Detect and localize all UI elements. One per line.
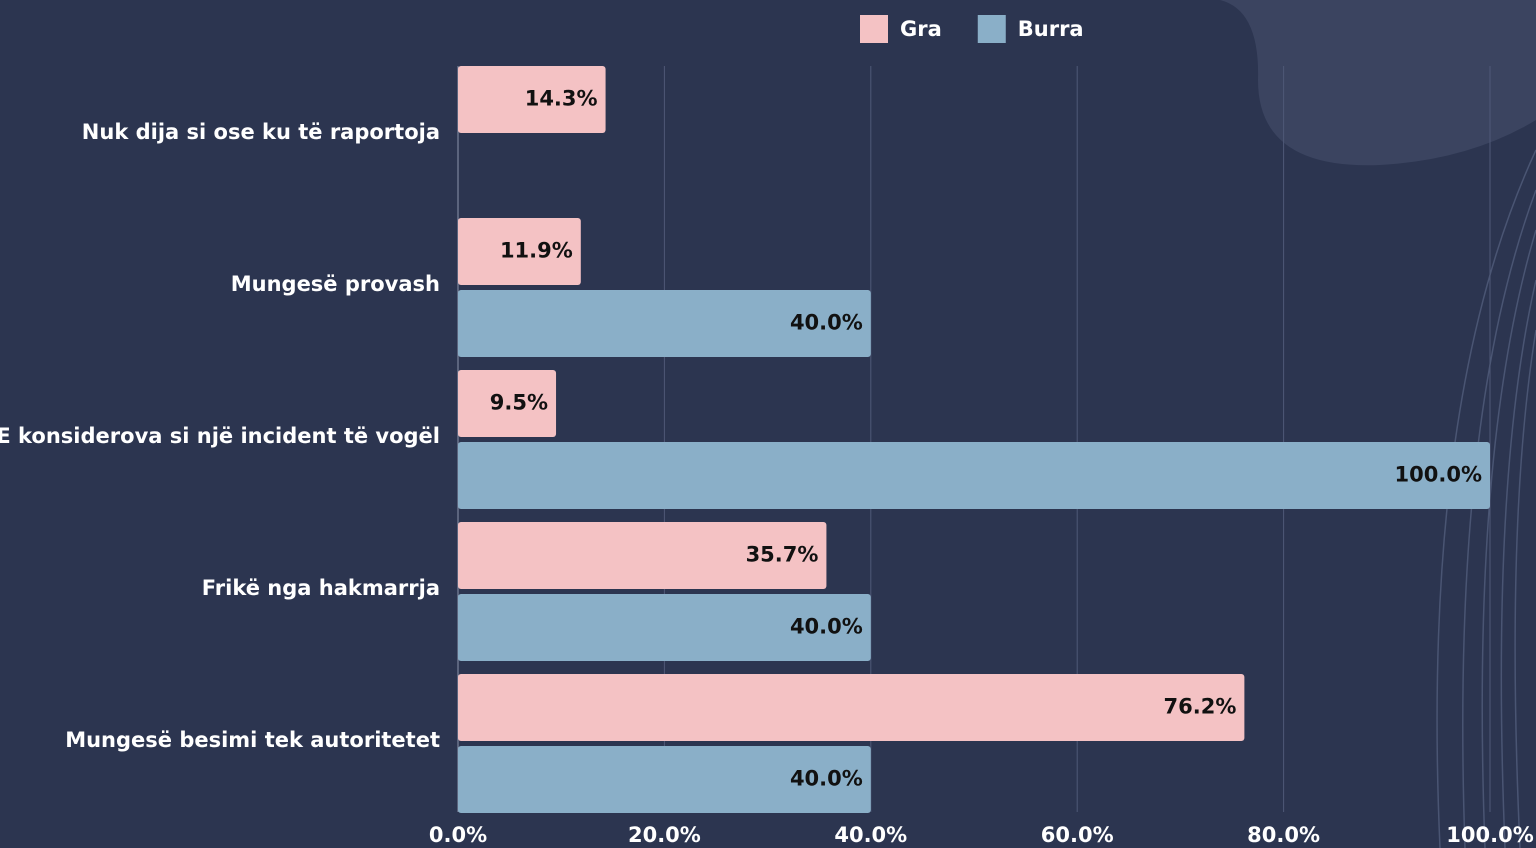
x-tick-label: 100.0% (1446, 823, 1533, 847)
y-tick-label: Mungesë provash (231, 272, 440, 296)
data-label: 40.0% (790, 615, 863, 639)
bar (458, 218, 581, 285)
legend-swatch (977, 15, 1006, 43)
bar (458, 594, 871, 661)
bar (458, 746, 871, 813)
data-label: 40.0% (790, 767, 863, 791)
bar (458, 290, 871, 357)
x-tick-label: 0.0% (429, 823, 487, 847)
bar (458, 522, 827, 589)
bars (458, 66, 1490, 813)
bar (458, 66, 606, 133)
data-label: 14.3% (525, 87, 598, 111)
data-label: 40.0% (790, 311, 863, 335)
legend-label: Gra (900, 17, 942, 41)
decor-blob (1220, 0, 1536, 166)
y-tick-label: Mungesë besimi tek autoritetet (65, 728, 440, 752)
bar (458, 674, 1245, 741)
data-label: 35.7% (746, 543, 819, 567)
x-tick-label: 20.0% (628, 823, 701, 847)
y-tick-label: Nuk dija si ose ku të raportoja (82, 120, 440, 144)
bar (458, 442, 1490, 509)
data-label: 9.5% (490, 391, 548, 415)
data-label: 76.2% (1164, 695, 1237, 719)
bar (458, 370, 557, 437)
y-tick-label: Frikë nga hakmarrja (202, 576, 440, 600)
legend-swatch (860, 15, 888, 43)
x-tick-label: 40.0% (834, 823, 907, 847)
data-label: 11.9% (500, 239, 573, 263)
data-label: 100.0% (1395, 463, 1482, 487)
y-tick-label: E konsiderova si një incident të vogël (0, 424, 440, 448)
x-tick-label: 80.0% (1247, 823, 1320, 847)
legend-label: Burra (1018, 17, 1084, 41)
x-tick-label: 60.0% (1041, 823, 1114, 847)
